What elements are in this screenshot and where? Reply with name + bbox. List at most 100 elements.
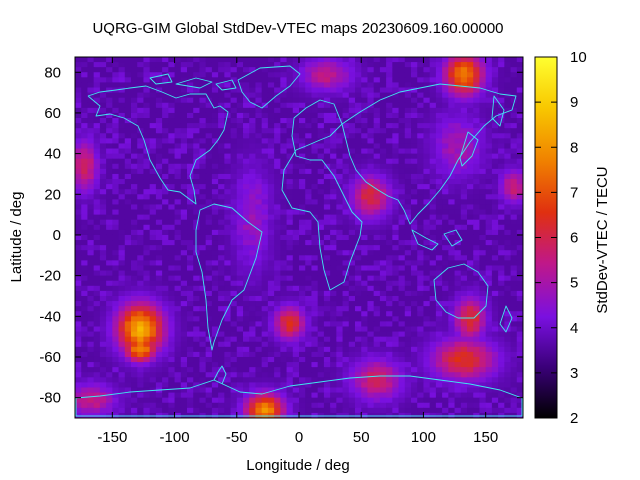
heatmap-cell xyxy=(361,118,369,124)
heatmap-cell xyxy=(299,362,306,368)
heatmap-cell xyxy=(491,194,499,200)
heatmap-cell xyxy=(373,331,381,338)
heatmap-cell xyxy=(187,336,194,343)
heatmap-cell xyxy=(305,133,313,139)
heatmap-cell xyxy=(143,224,151,231)
heatmap-cell xyxy=(355,402,362,409)
heatmap-cell xyxy=(317,107,325,114)
heatmap-cell xyxy=(373,402,381,409)
heatmap-cell xyxy=(255,219,263,226)
heatmap-cell xyxy=(93,123,101,129)
heatmap-cell xyxy=(230,362,238,368)
heatmap-cell xyxy=(386,102,393,109)
heatmap-cell xyxy=(286,301,294,307)
heatmap-cell xyxy=(498,377,505,383)
heatmap-cell xyxy=(417,240,425,246)
heatmap-cell xyxy=(417,265,425,272)
heatmap-cell xyxy=(317,326,325,333)
heatmap-cell xyxy=(299,275,306,282)
heatmap-cell xyxy=(280,260,288,267)
heatmap-cell xyxy=(323,351,331,358)
heatmap-cell xyxy=(448,387,456,394)
heatmap-cell xyxy=(485,194,493,200)
heatmap-cell xyxy=(299,82,306,89)
heatmap-cell xyxy=(373,62,381,68)
heatmap-cell xyxy=(149,62,157,68)
heatmap-cell xyxy=(143,260,151,267)
heatmap-cell xyxy=(230,72,238,78)
heatmap-cell xyxy=(106,295,113,302)
heatmap-cell xyxy=(249,77,257,84)
heatmap-cell xyxy=(398,316,406,322)
heatmap-cell xyxy=(323,367,331,373)
heatmap-cell xyxy=(230,67,238,73)
heatmap-cell xyxy=(155,407,163,414)
heatmap-cell xyxy=(485,72,493,78)
heatmap-cell xyxy=(491,107,499,114)
heatmap-cell xyxy=(305,184,313,190)
heatmap-cell xyxy=(149,407,157,414)
heatmap-cell xyxy=(87,224,95,231)
heatmap-cell xyxy=(261,189,269,195)
heatmap-cell xyxy=(348,306,356,312)
heatmap-cell xyxy=(274,209,281,216)
heatmap-cell xyxy=(330,82,337,89)
heatmap-cell xyxy=(373,326,381,333)
heatmap-cell xyxy=(504,194,512,200)
heatmap-cell xyxy=(255,173,263,180)
heatmap-cell xyxy=(230,346,238,353)
heatmap-cell xyxy=(187,229,194,236)
heatmap-cell xyxy=(348,255,356,261)
heatmap-cell xyxy=(211,285,219,292)
heatmap-cell xyxy=(485,336,493,343)
heatmap-cell xyxy=(155,184,163,190)
heatmap-cell xyxy=(199,102,207,109)
heatmap-cell xyxy=(342,194,350,200)
heatmap-cell xyxy=(199,301,207,307)
heatmap-cell xyxy=(336,372,344,378)
heatmap-cell xyxy=(124,67,132,73)
heatmap-cell xyxy=(305,102,313,109)
heatmap-cell xyxy=(218,189,225,195)
heatmap-cell xyxy=(404,72,412,78)
heatmap-cell xyxy=(485,402,493,409)
heatmap-cell xyxy=(218,92,225,99)
heatmap-cell xyxy=(155,402,163,409)
heatmap-cell xyxy=(286,306,294,312)
heatmap-cell xyxy=(112,97,120,104)
heatmap-cell xyxy=(342,214,350,221)
heatmap-cell xyxy=(236,204,244,211)
heatmap-cell xyxy=(118,209,126,216)
heatmap-cell xyxy=(155,82,163,89)
heatmap-cell xyxy=(255,163,263,170)
heatmap-cell xyxy=(367,240,375,246)
heatmap-cell xyxy=(81,306,89,312)
heatmap-cell xyxy=(355,362,362,368)
heatmap-cell xyxy=(106,123,113,129)
heatmap-cell xyxy=(311,158,319,165)
heatmap-cell xyxy=(323,280,331,287)
heatmap-cell xyxy=(317,356,325,363)
heatmap-cell xyxy=(367,234,375,241)
heatmap-cell xyxy=(131,229,138,236)
heatmap-cell xyxy=(516,163,523,170)
heatmap-cell xyxy=(236,392,244,399)
heatmap-cell xyxy=(131,351,138,358)
heatmap-cell xyxy=(162,372,169,378)
heatmap-cell xyxy=(267,250,275,256)
heatmap-cell xyxy=(361,351,369,358)
heatmap-cell xyxy=(143,229,151,236)
heatmap-cell xyxy=(267,92,275,99)
heatmap-cell xyxy=(99,270,107,277)
heatmap-cell xyxy=(398,346,406,353)
heatmap-cell xyxy=(367,402,375,409)
heatmap-cell xyxy=(404,234,412,241)
heatmap-cell xyxy=(143,214,151,221)
heatmap-cell xyxy=(106,189,113,195)
heatmap-cell xyxy=(137,270,145,277)
heatmap-cell xyxy=(162,346,169,353)
heatmap-cell xyxy=(118,97,126,104)
heatmap-cell xyxy=(516,280,523,287)
heatmap-cell xyxy=(392,199,400,206)
heatmap-cell xyxy=(118,214,126,221)
